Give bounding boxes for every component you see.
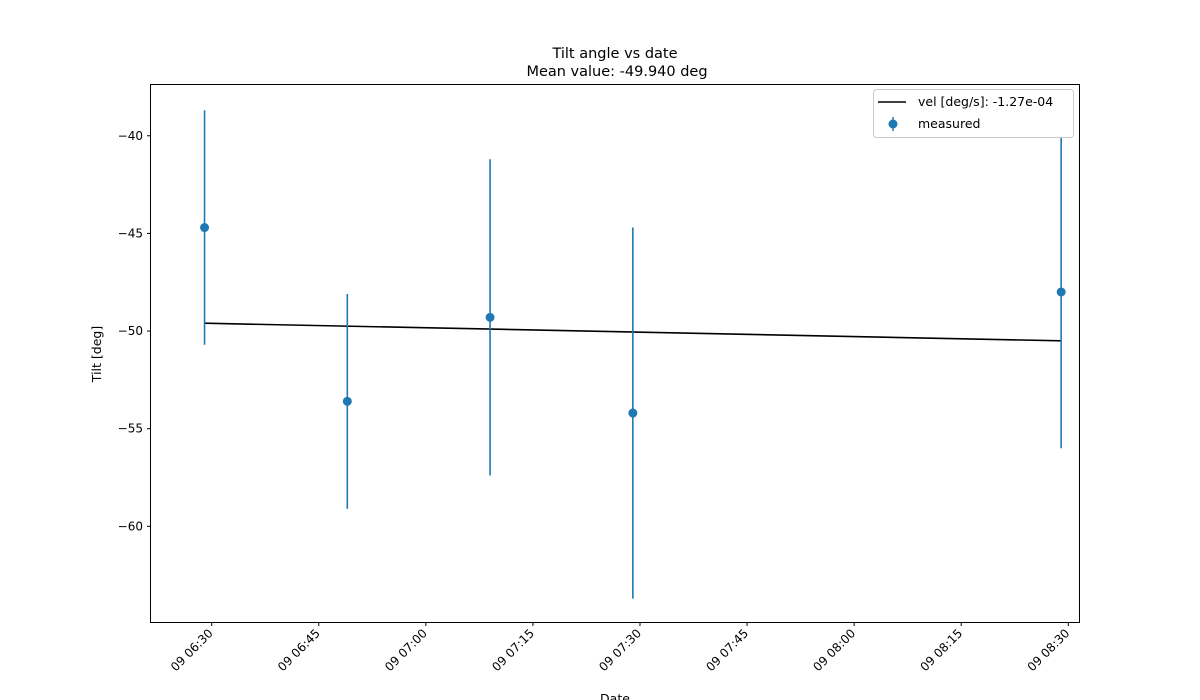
y-axis: −40 −45 −50 −55 −60 [118,129,151,533]
data-point-3 [628,408,638,418]
data-point-0 [200,223,210,233]
legend-label-fit-line: vel [deg/s]: -1.27e-04 [918,94,1053,109]
x-tick-label-7: 09 08:15 [917,626,965,674]
data-point-1 [342,396,352,406]
x-tick-label-8: 09 08:30 [1025,626,1073,674]
x-tick-label-4: 09 07:30 [596,626,644,674]
legend-frame [873,89,1074,138]
x-axis-label: Date [600,691,630,700]
y-tick-label-2: −50 [118,324,143,338]
y-tick-label-1: −45 [118,226,143,240]
x-tick-label-5: 09 07:45 [703,626,751,674]
y-tick-label-0: −40 [118,129,143,143]
x-tick-label-1: 09 06:45 [275,626,323,674]
y-axis-label: Tilt [deg] [89,326,104,383]
plot-frame [150,84,1080,623]
y-tick-label-3: −55 [118,422,143,436]
legend-marker-swatch [888,119,898,129]
chart-subtitle: Mean value: -49.940 deg [526,64,707,80]
chart-title: Tilt angle vs date [551,46,677,62]
legend-label-measured: measured [918,116,980,131]
x-axis: 09 06:30 09 06:45 09 07:00 09 07:15 09 07:30… [168,622,1072,674]
data-point-4 [1056,287,1066,297]
data-point-2 [485,312,495,322]
x-tick-label-6: 09 08:00 [810,626,858,674]
x-tick-label-0: 09 06:30 [168,626,216,674]
y-tick-label-4: −60 [118,519,143,533]
x-tick-label-2: 09 07:00 [382,626,430,674]
legend: vel [deg/s]: -1.27e-04 measured [873,89,1074,138]
x-tick-label-3: 09 07:15 [489,626,537,674]
plot-area [200,110,1066,599]
